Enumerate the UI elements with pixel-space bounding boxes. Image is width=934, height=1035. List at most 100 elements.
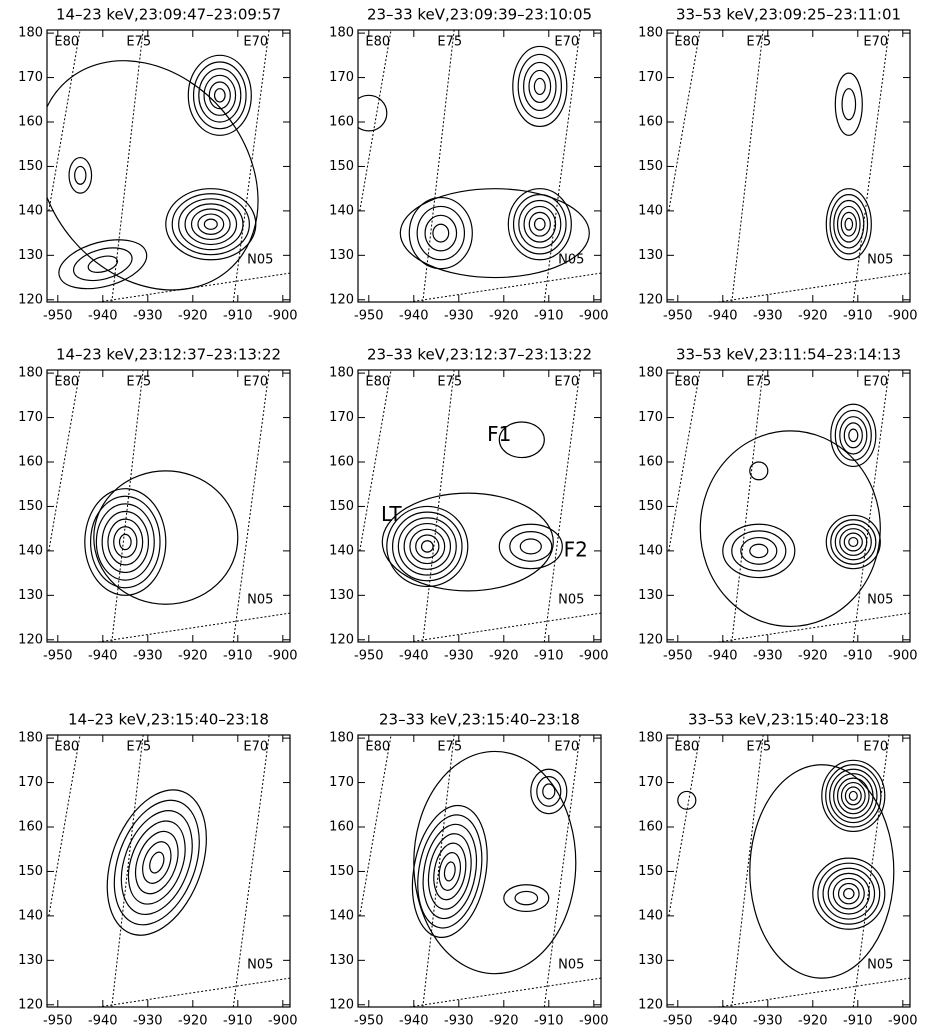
y-tick-label: 140 [638, 543, 663, 558]
heliographic-line [718, 272, 910, 302]
x-tick-label: -940 [88, 649, 118, 664]
grid-label: E80 [365, 375, 390, 390]
contour [118, 533, 132, 551]
heliographic-line [48, 30, 81, 211]
y-tick-label: 130 [18, 248, 43, 263]
heliographic-line [359, 30, 392, 211]
x-tick-label: -940 [708, 649, 738, 664]
grid-label: E75 [437, 35, 462, 50]
contour [443, 861, 456, 882]
contour [837, 882, 860, 905]
x-tick-label: -910 [223, 309, 253, 324]
contour [420, 540, 434, 553]
y-tick-label: 120 [18, 632, 43, 647]
annotation: F2 [564, 537, 588, 561]
heliographic-line [668, 30, 701, 211]
contour [433, 842, 467, 901]
x-tick-label: -900 [579, 649, 609, 664]
contour [822, 867, 876, 920]
panel-title: 23–33 keV,23:09:39–23:10:05 [367, 6, 592, 24]
contour [101, 510, 150, 574]
contour [413, 750, 577, 975]
grid-label: E75 [437, 375, 462, 390]
x-tick-label: -930 [133, 1014, 163, 1029]
y-tick-label: 180 [638, 26, 663, 41]
contour [844, 217, 854, 231]
y-tick-label: 130 [329, 248, 354, 263]
contour [120, 810, 193, 916]
contour [677, 790, 697, 810]
contour [827, 872, 870, 915]
panel-title: 33–53 keV,23:15:40–23:18 [688, 711, 889, 729]
contour [522, 61, 557, 112]
x-tick-label: -900 [579, 1014, 609, 1029]
grid-label: E75 [437, 740, 462, 755]
x-tick-label: -930 [444, 649, 474, 664]
y-tick-label: 120 [329, 632, 354, 647]
y-tick-label: 140 [18, 908, 43, 923]
heliographic-line [731, 370, 764, 642]
grid-label: E70 [863, 35, 888, 50]
y-tick-label: 130 [18, 953, 43, 968]
y-tick-label: 120 [329, 997, 354, 1012]
panel: 14–23 keV,23:12:37–23:13:22 E80 E75 E70 N05 -… [18, 346, 297, 664]
y-tick-label: 140 [18, 543, 43, 558]
grid-label: E80 [54, 740, 79, 755]
y-tick-label: 160 [329, 820, 354, 835]
contour [203, 74, 237, 116]
contour [517, 53, 563, 120]
contour [358, 94, 388, 132]
contour [391, 511, 463, 582]
contour [836, 777, 870, 815]
y-tick-label: 150 [329, 864, 354, 879]
heliographic-line [852, 735, 890, 1007]
heliographic-line [359, 735, 392, 916]
grid-label: E75 [746, 375, 771, 390]
contour [203, 218, 218, 230]
x-tick-label: -950 [663, 1014, 693, 1029]
grid-label: N05 [247, 592, 273, 607]
y-tick-label: 180 [638, 731, 663, 746]
panel: 33–53 keV,23:15:40–23:18 E80 E75 E70 N05 -950… [638, 711, 917, 1029]
y-tick-label: 120 [638, 997, 663, 1012]
contour [417, 814, 483, 929]
panel: 33–53 keV,23:09:25–23:11:01 E80 E75 E70 N05 -… [638, 6, 917, 324]
panel: 23–33 keV,23:12:37–23:13:22 E80 E75 E70 N05 F… [329, 346, 608, 664]
contour [542, 783, 556, 800]
panel-title: 33–53 keV,23:09:25–23:11:01 [676, 6, 901, 24]
contour [171, 193, 250, 256]
contour [113, 799, 200, 926]
y-tick-label: 180 [18, 26, 43, 41]
x-tick-label: -920 [798, 309, 828, 324]
grid-label: E70 [863, 375, 888, 390]
y-tick-label: 130 [18, 588, 43, 603]
heliographic-line [98, 977, 290, 1007]
contour [518, 199, 562, 249]
contour [533, 217, 546, 231]
contour [93, 470, 239, 605]
x-tick-label: -940 [399, 649, 429, 664]
y-tick-label: 120 [18, 292, 43, 307]
x-tick-label: -930 [753, 309, 783, 324]
grid-label: E80 [674, 740, 699, 755]
contour [134, 830, 179, 895]
x-tick-label: -950 [663, 309, 693, 324]
y-tick-label: 120 [329, 292, 354, 307]
x-tick-label: -900 [888, 309, 918, 324]
grid-label: E70 [863, 740, 888, 755]
x-tick-label: -910 [223, 1014, 253, 1029]
y-tick-label: 140 [329, 203, 354, 218]
contour [503, 884, 550, 913]
contour [533, 77, 546, 96]
grid-label: E75 [746, 740, 771, 755]
y-tick-label: 150 [18, 499, 43, 514]
y-tick-label: 140 [329, 908, 354, 923]
x-tick-label: -930 [133, 649, 163, 664]
contour [149, 851, 165, 874]
plot-area [668, 735, 910, 1007]
x-tick-label: -910 [843, 649, 873, 664]
contour [829, 193, 869, 255]
contour [812, 857, 886, 930]
x-tick-label: -900 [268, 649, 298, 664]
x-tick-label: -950 [663, 649, 693, 664]
